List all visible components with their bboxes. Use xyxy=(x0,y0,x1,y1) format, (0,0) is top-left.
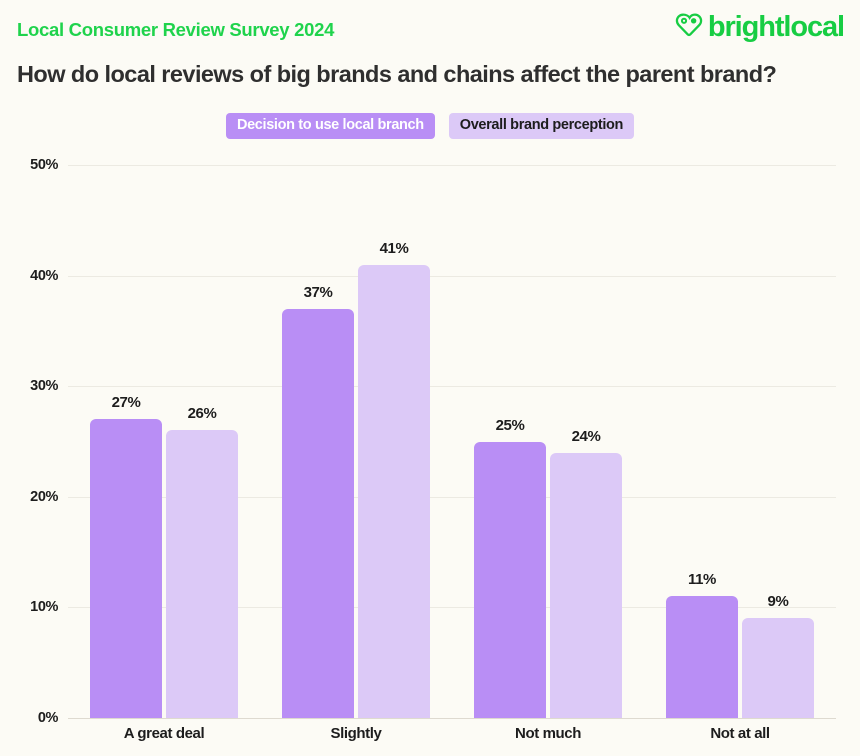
bar-1-0[interactable] xyxy=(282,308,354,718)
bar-2-1[interactable] xyxy=(550,452,622,718)
x-axis-tick-3: Not at all xyxy=(710,725,770,742)
gridline-10 xyxy=(68,607,836,609)
y-axis-tick-40: 40% xyxy=(30,267,58,284)
bar-value-label-1-1: 41% xyxy=(379,239,409,257)
legend-item-1[interactable]: Overall brand perception xyxy=(448,113,635,139)
survey-title: Local Consumer Review Survey 2024 xyxy=(17,19,335,40)
bar-2-0[interactable] xyxy=(474,441,546,718)
x-axis-tick-0: A great deal xyxy=(123,725,205,742)
bar-value-label-3-0: 11% xyxy=(688,571,716,589)
bar-value-label-3-1: 9% xyxy=(767,593,789,611)
chart-title: How do local reviews of big brands and c… xyxy=(17,61,777,87)
gridline-40 xyxy=(68,275,836,277)
y-axis-tick-20: 20% xyxy=(30,488,58,505)
bar-value-label-2-1: 24% xyxy=(571,427,601,445)
bar-value-label-0-1: 26% xyxy=(187,405,217,423)
brightlocal-logo: brightlocal xyxy=(675,11,845,44)
chart-legend: Decision to use local branch Overall bran… xyxy=(0,113,860,139)
bar-0-1[interactable] xyxy=(166,430,238,718)
y-axis-tick-10: 10% xyxy=(30,599,58,616)
gridline-20 xyxy=(68,496,836,498)
y-axis-tick-0: 0% xyxy=(37,710,59,726)
x-axis-tick-1: Slightly xyxy=(330,725,382,742)
y-axis-tick-30: 30% xyxy=(30,378,58,395)
page-header: Local Consumer Review Survey 2024 bright… xyxy=(0,0,860,50)
location-pin-heart-icon xyxy=(675,11,703,44)
bar-3-0[interactable] xyxy=(666,596,738,718)
gridline-30 xyxy=(68,386,836,388)
bar-value-label-1-0: 37% xyxy=(303,283,333,301)
bar-value-label-0-0: 27% xyxy=(111,394,141,412)
bar-0-0[interactable] xyxy=(90,419,162,718)
bar-1-1[interactable] xyxy=(358,264,430,718)
bar-3-1[interactable] xyxy=(742,618,814,718)
logo-wordmark: brightlocal xyxy=(707,11,845,43)
x-axis-tick-2: Not much xyxy=(515,725,581,742)
y-axis-tick-50: 50% xyxy=(30,157,58,173)
gridline-50 xyxy=(68,165,836,166)
bar-value-label-2-0: 25% xyxy=(495,416,525,434)
x-axis-baseline xyxy=(68,718,836,719)
legend-item-0[interactable]: Decision to use local branch xyxy=(225,113,435,139)
